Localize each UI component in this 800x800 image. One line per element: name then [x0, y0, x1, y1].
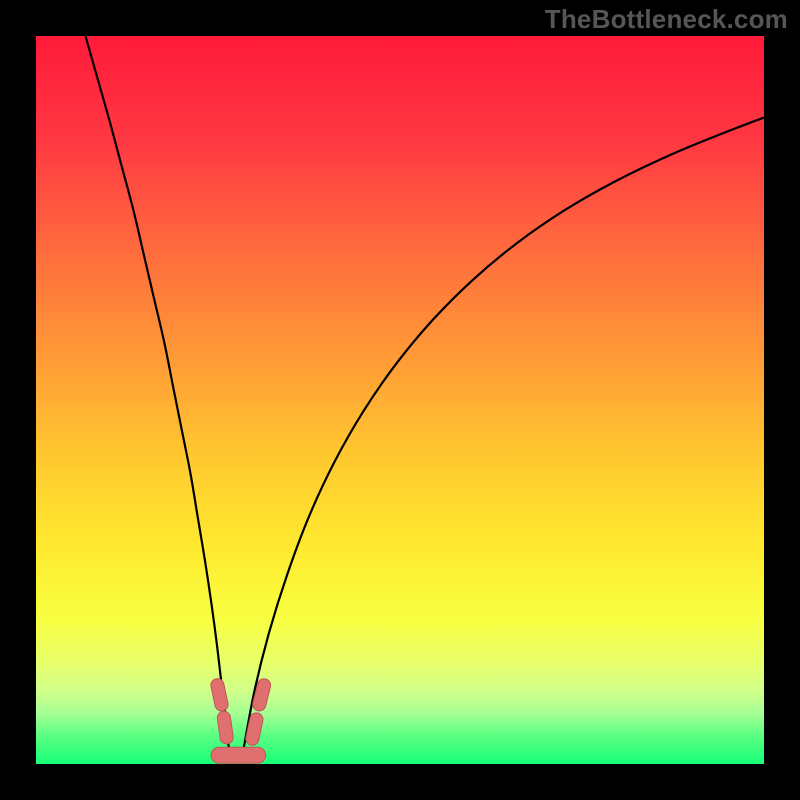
marker-bottom-bar	[211, 747, 266, 763]
plot-svg	[36, 36, 764, 764]
chart-frame: TheBottleneck.com	[0, 0, 800, 800]
plot-area	[36, 36, 764, 764]
watermark-text: TheBottleneck.com	[545, 4, 788, 35]
gradient-background	[36, 36, 764, 764]
